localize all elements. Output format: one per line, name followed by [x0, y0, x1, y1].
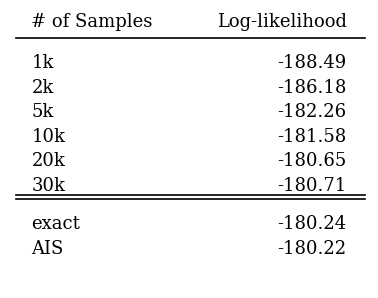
Text: AIS: AIS — [31, 240, 64, 258]
Text: -186.18: -186.18 — [277, 79, 347, 97]
Text: -180.24: -180.24 — [277, 215, 347, 233]
Text: 10k: 10k — [31, 128, 65, 146]
Text: exact: exact — [31, 215, 80, 233]
Text: 20k: 20k — [31, 152, 65, 170]
Text: -182.26: -182.26 — [277, 103, 347, 121]
Text: 30k: 30k — [31, 177, 65, 195]
Text: 5k: 5k — [31, 103, 54, 121]
Text: -181.58: -181.58 — [277, 128, 347, 146]
Text: -188.49: -188.49 — [277, 55, 347, 72]
Text: 1k: 1k — [31, 55, 54, 72]
Text: -180.22: -180.22 — [277, 240, 347, 258]
Text: -180.65: -180.65 — [277, 152, 347, 170]
Text: # of Samples: # of Samples — [31, 13, 153, 31]
Text: 2k: 2k — [31, 79, 54, 97]
Text: Log-likelihood: Log-likelihood — [217, 13, 347, 31]
Text: -180.71: -180.71 — [277, 177, 347, 195]
